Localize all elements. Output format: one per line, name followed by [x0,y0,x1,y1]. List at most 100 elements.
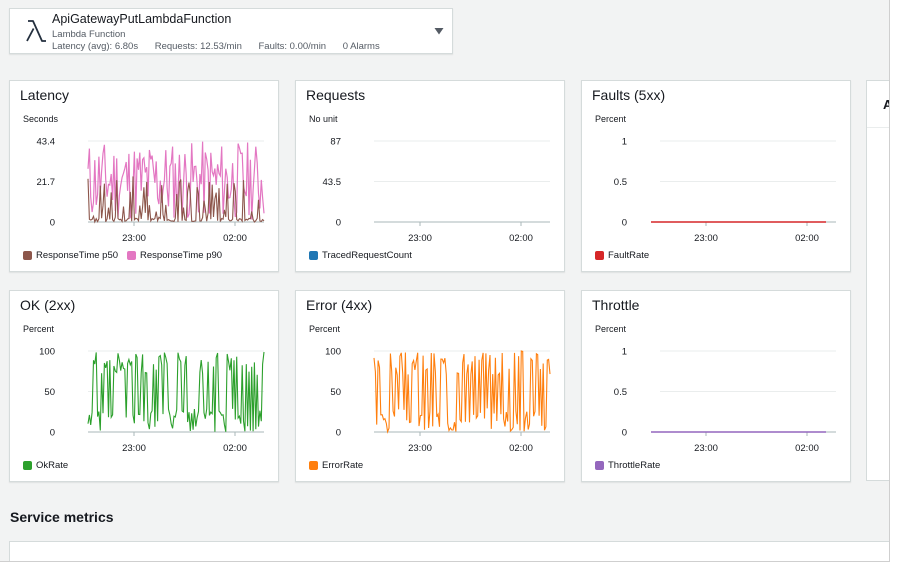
latency-legend: ResponseTime p50 ResponseTime p90 [23,250,231,261]
legend-swatch [23,461,32,470]
series-line-p50 [87,176,265,224]
legend-swatch [309,461,318,470]
service-map-panel: ApiGatewayPutLambdaFunction Lambda Funct… [0,0,890,562]
faults-stat: Faults: 0.00/min [258,41,327,52]
legend-swatch [127,251,137,260]
y-tick-label: 50 [44,387,55,398]
legend-item[interactable]: ResponseTime p50 [23,250,118,261]
error-chart[interactable]: 100 50 0 23:00 02:00 [296,331,566,456]
requests-chart[interactable]: 87 43.5 0 23:00 02:00 [296,121,566,246]
y-tick-label: 87 [330,137,341,148]
throttle-unit-label: Percent [595,324,627,334]
requests-legend: TracedRequestCount [309,250,421,261]
ok-card-title: OK (2xx) [20,297,76,313]
section-title: Service metrics [10,509,114,525]
x-tick-label: 02:00 [223,233,247,244]
y-tick-label: 50 [330,387,341,398]
legend-label: ResponseTime p90 [140,250,223,261]
error-card-title: Error (4xx) [306,297,373,313]
requests-metric-card: Requests No unit 87 43.5 0 23:00 02:00 TracedRe… [295,80,565,272]
alarms-stat: 0 Alarms [342,41,380,52]
x-tick-label: 02:00 [795,233,819,244]
latency-card-title: Latency [20,87,70,103]
legend-label: TracedRequestCount [322,250,412,261]
legend-label: FaultRate [608,250,650,261]
y-tick-label: 100 [325,347,341,358]
faults-legend: FaultRate [595,250,658,261]
x-tick-label: 02:00 [795,443,819,454]
legend-item[interactable]: FaultRate [595,250,649,261]
x-tick-label: 23:00 [408,443,432,454]
requests-stat: Requests: 12.53/min [154,41,242,52]
y-tick-label: 0 [50,428,55,439]
x-tick-label: 02:00 [223,443,247,454]
latency-unit-label: Seconds [23,114,59,124]
side-card-title: A [883,97,889,112]
y-tick-label: 1 [622,137,627,148]
service-metrics-card [9,541,889,561]
y-tick-label: 100 [39,347,55,358]
throttle-metric-card: Throttle Percent 1 0.5 0 23:00 02:00 ThrottleRa… [581,290,851,482]
faults-chart[interactable]: 1 0.5 0 23:00 02:00 [582,121,852,246]
x-tick-label: 23:00 [408,233,432,244]
y-tick-label: 0 [622,218,627,229]
error-metric-card: Error (4xx) Percent 100 50 0 23:00 02:00 ErrorR… [295,290,565,482]
latency-metric-card: Latency Seconds 43.4 21.7 0 23:00 02:00 Respons… [9,80,279,272]
legend-swatch [309,251,318,260]
alarms-side-card: A [866,80,889,481]
legend-swatch [23,251,32,260]
legend-item[interactable]: OkRate [23,460,68,471]
legend-label: OkRate [36,460,69,471]
y-tick-label: 43.4 [37,137,56,148]
ok-chart[interactable]: 100 50 0 23:00 02:00 [10,331,280,456]
x-tick-label: 02:00 [509,233,533,244]
legend-item[interactable]: ResponseTime p90 [127,250,222,261]
series-line-error [373,350,551,434]
legend-swatch [595,461,604,470]
throttle-card-title: Throttle [592,297,640,313]
legend-item[interactable]: ErrorRate [309,460,363,471]
throttle-legend: ThrottleRate [595,460,669,471]
y-tick-label: 0.5 [614,387,627,398]
function-type: Lambda Function [52,29,126,40]
x-tick-label: 02:00 [509,443,533,454]
y-tick-label: 1 [622,347,627,358]
x-tick-label: 23:00 [122,443,146,454]
y-tick-label: 0.5 [614,177,627,188]
error-legend: ErrorRate [309,460,372,471]
node-stats: Latency (avg): 6.80s Requests: 12.53/min… [52,41,394,52]
y-tick-label: 43.5 [323,177,342,188]
y-tick-label: 0 [50,218,55,229]
y-tick-label: 21.7 [37,177,56,188]
error-unit-label: Percent [309,324,341,334]
legend-swatch [595,251,604,260]
x-tick-label: 23:00 [694,443,718,454]
y-tick-label: 0 [622,428,627,439]
x-tick-label: 23:00 [694,233,718,244]
requests-unit-label: No unit [309,114,338,124]
caret-down-icon[interactable] [433,25,445,37]
legend-item[interactable]: ThrottleRate [595,460,660,471]
throttle-chart[interactable]: 1 0.5 0 23:00 02:00 [582,331,852,456]
lambda-icon [26,20,46,42]
latency-stat: Latency (avg): 6.80s [52,41,139,52]
latency-chart[interactable]: 43.4 21.7 0 23:00 02:00 [10,121,280,246]
node-summary-card: ApiGatewayPutLambdaFunction Lambda Funct… [9,8,453,54]
x-tick-label: 23:00 [122,233,146,244]
faults-unit-label: Percent [595,114,627,124]
legend-item[interactable]: TracedRequestCount [309,250,412,261]
faults-metric-card: Faults (5xx) Percent 1 0.5 0 23:00 02:00 FaultR… [581,80,851,272]
function-name: ApiGatewayPutLambdaFunction [52,12,232,26]
legend-label: ErrorRate [322,460,364,471]
requests-card-title: Requests [306,87,366,103]
ok-unit-label: Percent [23,324,55,334]
y-tick-label: 0 [336,428,341,439]
y-tick-label: 0 [336,218,341,229]
faults-card-title: Faults (5xx) [592,87,666,103]
ok-legend: OkRate [23,460,77,471]
legend-label: ThrottleRate [608,460,661,471]
series-line-ok [87,351,265,432]
ok-metric-card: OK (2xx) Percent 100 50 0 23:00 02:00 OkRate [9,290,279,482]
divider [867,127,889,128]
legend-label: ResponseTime p50 [36,250,119,261]
